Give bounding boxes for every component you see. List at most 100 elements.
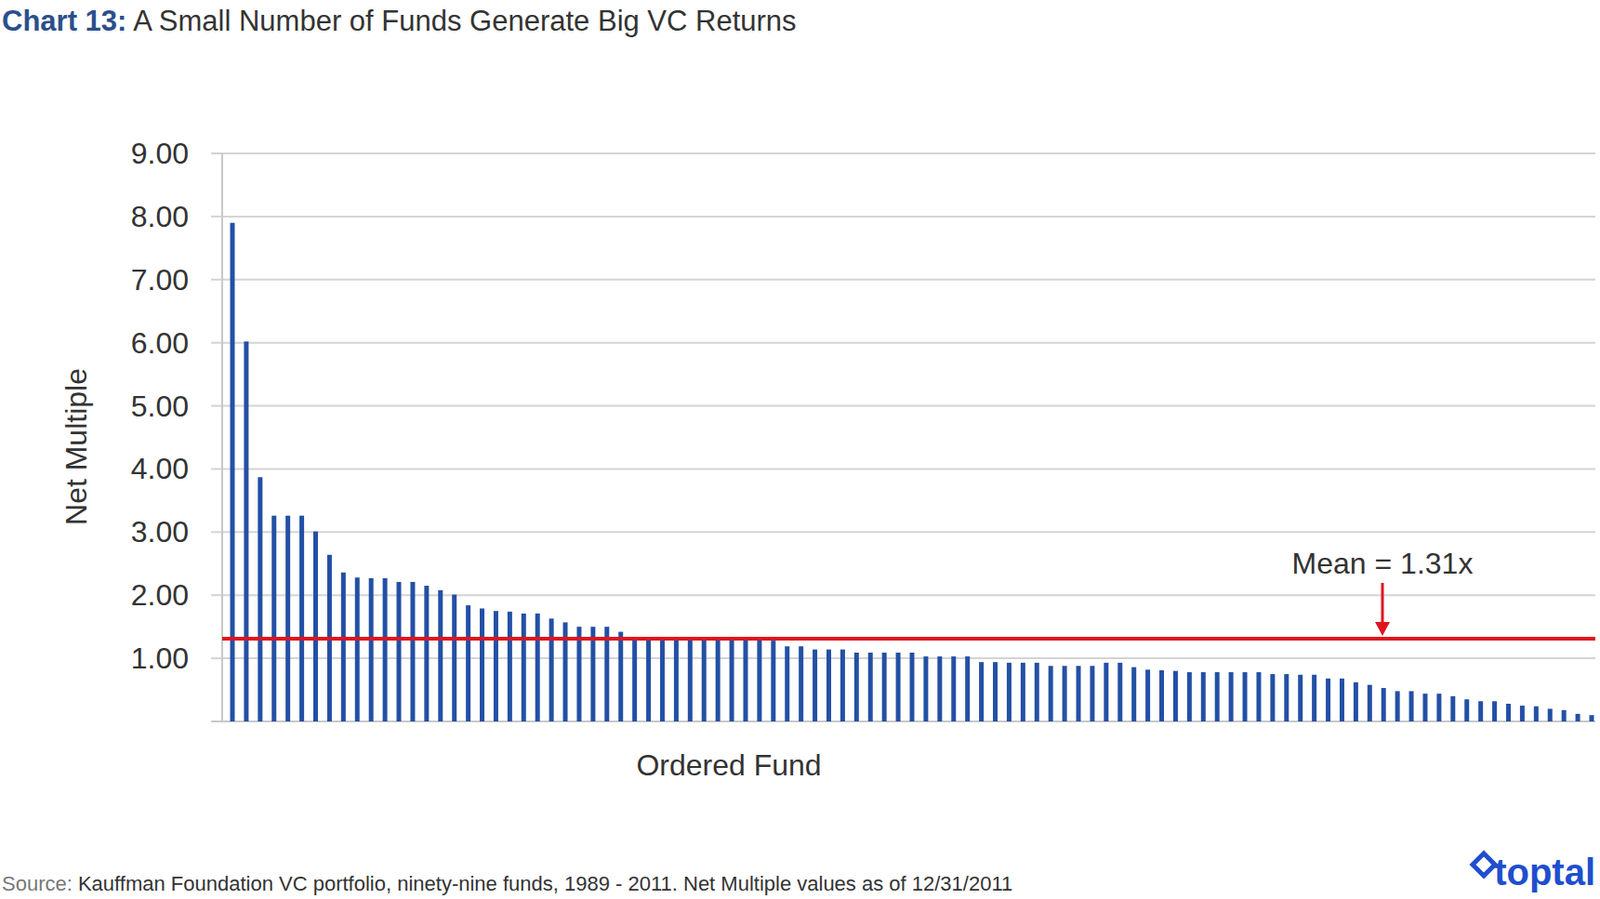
bar — [230, 223, 236, 722]
bar — [1048, 665, 1054, 722]
bar — [937, 656, 942, 722]
bars — [230, 223, 1595, 722]
y-tick-label: 3.00 — [131, 515, 189, 549]
grid-line — [222, 342, 1596, 344]
bar — [341, 572, 346, 722]
bar — [521, 613, 527, 722]
source-text: Kauffman Foundation VC portfolio, ninety… — [72, 872, 1013, 896]
bar — [812, 649, 818, 722]
bar — [1575, 714, 1581, 722]
bar — [257, 476, 263, 722]
bar — [493, 610, 499, 722]
bar — [1062, 665, 1068, 722]
bar — [299, 515, 305, 722]
logo: toptal — [1494, 851, 1596, 893]
bar — [618, 632, 623, 722]
bar — [1450, 696, 1455, 722]
bar — [1269, 674, 1275, 722]
bar — [423, 585, 429, 722]
bar — [369, 578, 374, 722]
bar — [396, 581, 402, 722]
y-tick-label: 1.00 — [131, 641, 189, 675]
bar — [951, 656, 956, 722]
y-tick-label: 4.00 — [131, 451, 189, 486]
chart: Chart 13: A Small Number of Funds Genera… — [0, 0, 1600, 899]
bar — [1478, 700, 1483, 722]
grid-line — [222, 530, 1596, 533]
bar — [437, 590, 443, 722]
bar — [1159, 670, 1164, 722]
bar — [1034, 662, 1040, 722]
y-tick-label: 8.00 — [131, 199, 189, 234]
tick-mark — [211, 657, 223, 660]
title-text: A Small Number of Funds Generate Big VC … — [126, 4, 796, 38]
mean-label: Mean = 1.31x — [1292, 546, 1474, 581]
bar — [674, 638, 679, 722]
grid-line — [222, 467, 1596, 470]
source-prefix: Source: — [1, 872, 73, 896]
bar — [1076, 665, 1082, 722]
bar — [1395, 690, 1401, 722]
bar — [1422, 693, 1428, 722]
bar — [576, 626, 582, 722]
bar — [910, 652, 915, 722]
bar — [604, 626, 609, 722]
bar — [1547, 708, 1553, 722]
grid-line — [222, 215, 1596, 218]
bar — [1131, 667, 1137, 722]
bar — [507, 611, 513, 722]
bar — [590, 626, 596, 722]
bar — [978, 661, 984, 722]
mean-arrow-head — [1375, 621, 1390, 636]
bar — [409, 581, 415, 722]
bar — [355, 577, 360, 722]
bar — [715, 639, 721, 722]
bar — [798, 646, 804, 722]
bar — [882, 652, 887, 722]
y-tick-label: 5.00 — [131, 389, 189, 424]
bar — [992, 661, 998, 722]
bar — [1229, 672, 1234, 722]
bar — [646, 637, 651, 722]
bar — [1589, 714, 1595, 722]
logo-mark — [1472, 853, 1495, 876]
bar — [896, 652, 901, 722]
bar — [1117, 662, 1123, 722]
bar — [1283, 674, 1289, 722]
bar — [1381, 687, 1387, 722]
bar — [1256, 672, 1261, 722]
bar — [1325, 678, 1331, 722]
bar — [285, 515, 291, 722]
bar — [1201, 672, 1206, 722]
grid-line — [222, 152, 1596, 155]
bar — [313, 531, 318, 722]
mean-arrow — [1381, 582, 1385, 626]
bar — [1353, 682, 1359, 722]
y-tick-label: 2.00 — [131, 578, 189, 612]
tick-mark — [211, 278, 223, 281]
grid-line — [222, 278, 1596, 281]
bar — [1020, 662, 1026, 722]
bar — [535, 613, 541, 722]
bar — [1436, 693, 1442, 722]
bar — [1464, 699, 1469, 722]
bar — [756, 639, 762, 722]
tick-mark — [211, 530, 223, 533]
bar — [742, 639, 748, 722]
bar — [451, 595, 457, 722]
bar — [854, 652, 860, 722]
bar — [826, 649, 832, 722]
tick-mark — [211, 594, 223, 596]
bar — [1006, 662, 1012, 722]
bar — [868, 652, 873, 722]
bar — [1187, 672, 1192, 722]
bar — [1089, 665, 1095, 722]
x-axis — [211, 720, 1596, 723]
bar — [701, 639, 707, 722]
bar — [1520, 705, 1525, 722]
bar — [784, 646, 790, 722]
bar — [729, 639, 735, 722]
bar — [1367, 685, 1373, 722]
bar — [1173, 671, 1178, 722]
bar — [965, 656, 970, 722]
